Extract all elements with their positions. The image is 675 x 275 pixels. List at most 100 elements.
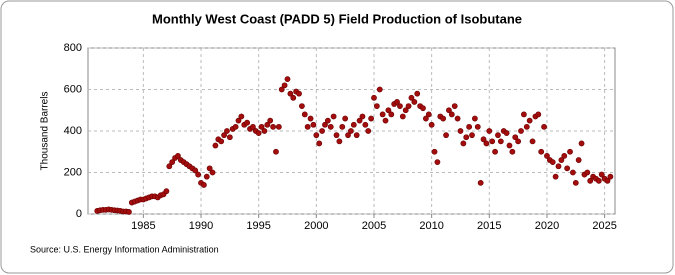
data-point	[575, 157, 582, 163]
data-point	[567, 148, 573, 155]
data-point	[572, 179, 579, 186]
data-point	[466, 123, 473, 130]
data-point	[244, 119, 251, 126]
data-point	[538, 148, 545, 155]
data-point	[469, 132, 475, 139]
data-point	[319, 128, 325, 134]
data-point	[313, 132, 320, 139]
data-point	[385, 107, 392, 114]
data-point	[362, 121, 369, 128]
data-point	[267, 117, 274, 124]
data-point	[356, 117, 363, 124]
data-point	[483, 140, 490, 147]
data-point	[382, 117, 389, 124]
data-point	[526, 117, 533, 124]
data-point	[307, 115, 314, 122]
data-point	[584, 169, 591, 176]
data-point	[503, 130, 510, 136]
x-tick-label: 1990	[189, 220, 213, 232]
data-point	[434, 159, 441, 166]
data-point	[405, 103, 412, 109]
x-tick-label: 2000	[304, 220, 328, 232]
data-point	[408, 94, 415, 101]
data-point	[345, 132, 351, 139]
data-point	[218, 138, 225, 145]
data-point	[261, 128, 268, 134]
x-tick-label: 2025	[592, 220, 616, 232]
y-axis-label: Thousand Barrels	[40, 92, 51, 171]
data-point	[578, 140, 585, 147]
data-point	[399, 113, 406, 120]
data-point	[224, 128, 230, 134]
data-point	[301, 111, 308, 118]
data-point	[529, 138, 536, 145]
data-point	[258, 123, 265, 130]
data-point	[275, 123, 282, 130]
data-point	[250, 123, 256, 130]
y-tick-label: 400	[64, 125, 82, 137]
data-point	[512, 134, 519, 141]
data-point	[376, 86, 383, 93]
data-point	[598, 171, 605, 178]
data-point	[373, 103, 380, 109]
data-point	[570, 169, 576, 176]
data-point	[497, 138, 504, 145]
data-point	[460, 140, 467, 147]
data-point	[558, 157, 565, 163]
data-point	[336, 138, 343, 145]
data-point	[422, 115, 429, 122]
data-point	[509, 148, 516, 155]
data-point	[350, 121, 357, 128]
data-point	[523, 123, 530, 130]
data-point	[471, 115, 478, 122]
data-point	[595, 177, 602, 184]
data-point	[270, 123, 276, 130]
data-point	[316, 140, 323, 147]
data-point	[489, 138, 496, 145]
data-point	[324, 117, 331, 124]
data-point	[203, 173, 210, 180]
data-point	[414, 90, 421, 97]
data-point	[446, 107, 452, 114]
data-point	[486, 128, 493, 134]
data-point	[604, 177, 611, 184]
data-point	[206, 165, 213, 172]
y-tick-label: 0	[76, 208, 82, 220]
data-point	[368, 115, 375, 122]
data-point	[451, 103, 458, 109]
data-point	[175, 152, 181, 159]
data-point	[221, 132, 227, 139]
x-tick-label: 1995	[246, 220, 270, 232]
data-point	[428, 121, 435, 128]
data-point	[552, 173, 559, 180]
data-point	[284, 76, 291, 83]
data-point	[495, 132, 501, 139]
data-point	[322, 121, 328, 128]
data-point	[200, 182, 207, 188]
data-point	[365, 128, 372, 134]
data-point	[535, 111, 542, 118]
data-point	[209, 169, 216, 176]
data-point	[278, 86, 285, 93]
data-point	[474, 123, 481, 130]
data-point	[163, 188, 170, 195]
data-point	[264, 121, 271, 128]
x-tick-label: 2005	[362, 220, 386, 232]
data-point	[310, 121, 317, 128]
data-point	[463, 134, 470, 141]
x-tick-label: 2010	[419, 220, 443, 232]
data-point	[238, 113, 245, 120]
data-point	[454, 115, 461, 122]
data-point	[327, 123, 334, 130]
data-point	[443, 132, 449, 139]
data-point	[564, 165, 571, 172]
data-point	[192, 167, 199, 174]
data-point	[420, 105, 426, 112]
y-tick-label: 200	[64, 166, 82, 178]
data-point	[587, 177, 594, 184]
data-point	[425, 111, 432, 118]
data-point	[492, 148, 498, 155]
data-point	[166, 163, 173, 170]
data-point	[394, 99, 400, 105]
